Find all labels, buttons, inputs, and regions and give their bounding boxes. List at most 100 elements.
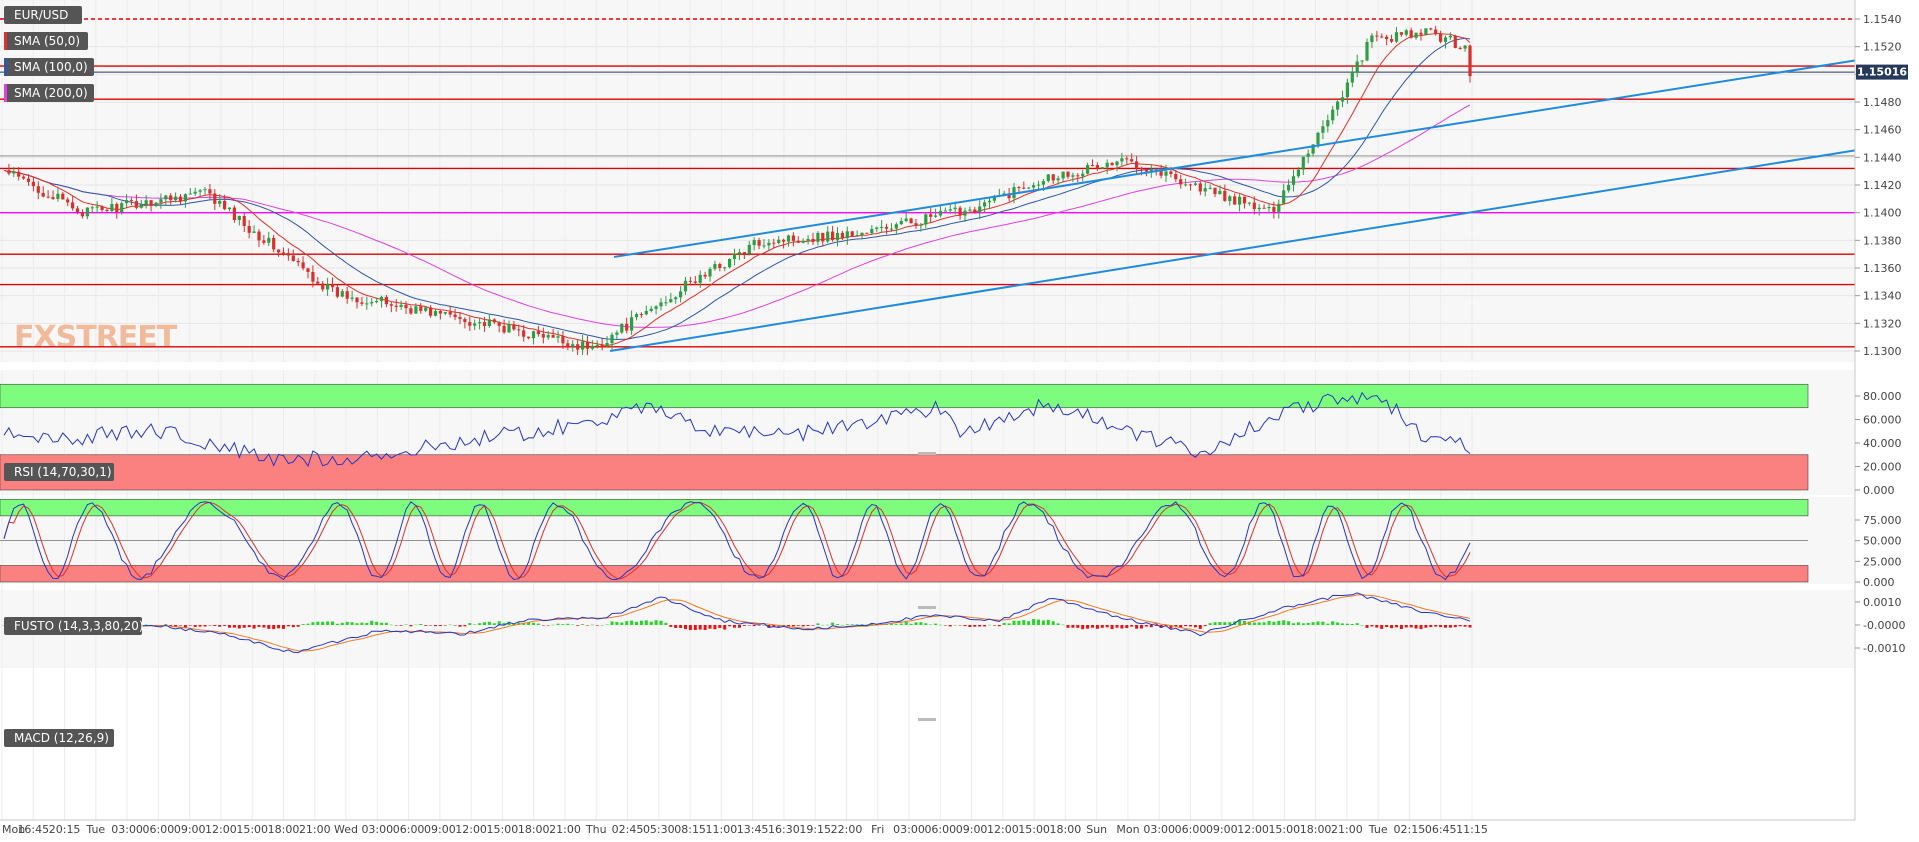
- time-axis-label: 09:00: [174, 823, 206, 836]
- candle-body: [1311, 144, 1315, 154]
- candle-body: [105, 210, 109, 211]
- candle-body: [1296, 169, 1300, 177]
- macd-histogram-bar: [375, 621, 379, 625]
- macd-histogram-bar: [1375, 625, 1379, 628]
- macd-histogram-bar: [1252, 622, 1256, 625]
- macd-histogram-bar: [473, 624, 477, 625]
- candle-body: [252, 231, 256, 233]
- candle-body: [75, 208, 80, 213]
- sma100-badge[interactable]: SMA (100,0): [4, 58, 94, 76]
- axis-tick-label: 20.000: [1863, 461, 1902, 474]
- resize-handle[interactable]: [918, 452, 936, 455]
- resize-handle[interactable]: [918, 606, 936, 609]
- macd-histogram-bar: [1409, 625, 1413, 628]
- macd-histogram-bar: [801, 625, 805, 627]
- candle-body: [634, 314, 639, 318]
- candle-body: [1350, 72, 1354, 83]
- fusto-badge[interactable]: FUSTO (14,3,3,80,20): [4, 617, 144, 635]
- candle-body: [330, 284, 335, 288]
- candle-body: [1095, 165, 1099, 169]
- candle-body: [904, 218, 908, 221]
- time-axis-label: 20:15: [49, 823, 81, 836]
- macd-histogram-bar: [943, 625, 947, 626]
- macd-histogram-bar: [286, 625, 290, 627]
- candle-body: [772, 242, 776, 244]
- candle-body: [963, 210, 967, 216]
- candle-body: [1262, 207, 1266, 209]
- symbol-badge[interactable]: EUR/USD: [4, 6, 82, 24]
- time-axis-label: 02:45: [612, 823, 644, 836]
- candle-body: [85, 207, 89, 217]
- macd-histogram-bar: [252, 625, 256, 629]
- sma100-line: [3, 37, 1471, 341]
- time-axis-label: 19:15: [799, 823, 831, 836]
- macd-histogram-bar: [1306, 622, 1310, 625]
- candle-body: [90, 207, 94, 209]
- candle-body: [581, 341, 585, 350]
- macd-histogram-bar: [277, 625, 281, 629]
- candle-body: [659, 302, 663, 307]
- candle-body: [335, 287, 339, 297]
- candle-body: [61, 193, 65, 200]
- candle-body: [208, 189, 212, 194]
- candle-body: [1345, 82, 1349, 98]
- candle-body: [576, 344, 580, 350]
- candle-body: [1086, 165, 1090, 174]
- macd-histogram-bar: [551, 624, 555, 626]
- sma50-badge[interactable]: SMA (50,0): [4, 32, 88, 50]
- macd-signal-line: [3, 594, 1471, 652]
- macd-histogram-bar: [610, 621, 614, 625]
- candle-body: [1306, 153, 1310, 157]
- time-axis-label: 06:00: [393, 823, 425, 836]
- candle-body: [669, 299, 673, 303]
- candle-body: [1056, 178, 1060, 181]
- candle-body: [889, 228, 893, 230]
- axis-tick-label: -0.0000: [1863, 619, 1905, 632]
- time-axis-label: 03:00: [111, 823, 143, 836]
- macd-badge[interactable]: MACD (12,26,9): [4, 729, 114, 747]
- last-price-label: 1.15016: [1857, 66, 1907, 79]
- macd-histogram-bar: [208, 625, 212, 626]
- candle-body: [272, 237, 276, 250]
- candle-body: [1375, 35, 1379, 37]
- macd-histogram-bar: [747, 625, 751, 626]
- trend-channel: [609, 59, 1855, 352]
- candle-body: [850, 231, 854, 237]
- macd-histogram-bar: [850, 624, 854, 625]
- candle-body: [1272, 207, 1276, 212]
- candle-body: [536, 331, 540, 335]
- candle-body: [786, 235, 791, 242]
- macd-histogram-bar: [1370, 625, 1374, 627]
- macd-histogram-bar: [448, 624, 452, 626]
- candle-body: [345, 291, 349, 299]
- macd-histogram-bar: [532, 622, 535, 625]
- candle-body: [174, 196, 178, 201]
- time-axis-label: 22:00: [831, 823, 863, 836]
- channel-lower-line: [609, 149, 1855, 352]
- candle-body: [978, 206, 982, 213]
- macd-histogram-bar: [821, 624, 825, 626]
- macd-histogram-bar: [889, 623, 893, 625]
- macd-histogram-bar: [517, 622, 521, 625]
- candle-body: [968, 209, 972, 211]
- macd-histogram-bar: [1091, 625, 1094, 628]
- candle-body: [1453, 35, 1457, 48]
- macd-histogram-bar: [718, 625, 722, 628]
- resize-handle[interactable]: [918, 718, 936, 721]
- candle-body: [306, 268, 310, 272]
- macd-histogram-bar: [1154, 625, 1158, 626]
- sma200-badge[interactable]: SMA (200,0): [4, 84, 94, 102]
- candle-body: [458, 317, 462, 319]
- candle-body: [492, 319, 496, 323]
- macd-histogram-bar: [350, 622, 354, 625]
- time-axis-label: 12:00: [455, 823, 487, 836]
- macd-histogram-bar: [1066, 625, 1070, 628]
- macd-histogram-bar: [1017, 620, 1021, 625]
- candle-body: [1301, 156, 1305, 170]
- candle-body: [41, 192, 45, 197]
- candle-body: [149, 200, 153, 206]
- candles: [7, 25, 1472, 356]
- rsi-badge[interactable]: RSI (14,70,30,1): [4, 463, 114, 481]
- macd-histogram-bar: [546, 625, 550, 626]
- candle-body: [835, 232, 840, 241]
